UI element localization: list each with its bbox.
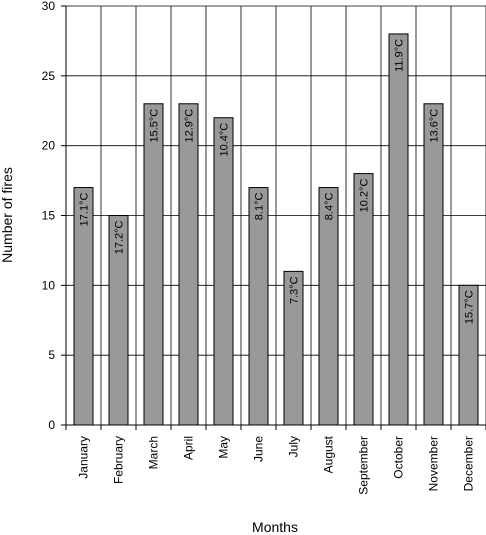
bar	[423, 103, 444, 426]
data-labels: 17.1°C 17.2°C 15.5°C 12.9°C 10.4°C 8.1°C 7.3°C…	[79, 39, 476, 324]
gridlines	[66, 5, 486, 425]
y-tick-label: 20	[42, 139, 56, 153]
y-tick-label: 10	[42, 278, 56, 292]
data-label: 8.1°C	[254, 193, 266, 221]
x-tick-label: June	[252, 436, 266, 462]
y-axis-title: Number of fires	[0, 167, 15, 263]
data-label: 15.5°C	[149, 109, 161, 143]
x-tick-label: December	[462, 436, 476, 491]
y-tick-label: 30	[42, 0, 56, 13]
bar	[143, 103, 164, 426]
y-tick-label: 5	[48, 348, 55, 362]
data-label: 17.2°C	[114, 220, 126, 254]
x-tick-label: October	[392, 436, 406, 479]
x-tick-label: May	[217, 436, 231, 459]
x-tick-label: January	[77, 436, 91, 479]
bar	[213, 117, 234, 426]
x-tick-label: March	[147, 436, 161, 469]
bar	[248, 187, 269, 426]
data-label: 10.4°C	[219, 123, 231, 157]
x-tick-label: July	[287, 436, 301, 457]
data-label: 10.2°C	[359, 179, 371, 213]
x-tick-label: September	[357, 436, 371, 495]
x-tick-label: April	[182, 436, 196, 460]
x-tick-labels: January February March April May June July Augu…	[77, 435, 476, 494]
x-axis-title: Months	[252, 519, 298, 535]
bar	[388, 33, 409, 426]
data-label: 17.1°C	[79, 193, 91, 227]
data-label: 11.9°C	[394, 39, 406, 72]
data-label: 8.4°C	[324, 193, 336, 221]
y-tick-label: 25	[42, 69, 56, 83]
y-tick-label: 0	[48, 418, 55, 432]
data-label: 12.9°C	[184, 109, 196, 143]
y-tick-labels: 0 5 10 15 20 25 30	[42, 0, 56, 432]
x-tick-label: February	[112, 436, 126, 484]
data-label: 13.6°C	[429, 109, 441, 143]
x-tick-label: August	[322, 435, 336, 473]
y-tick-label: 15	[42, 209, 56, 223]
bar	[178, 103, 199, 426]
data-label: 7.3°C	[289, 276, 301, 304]
x-tick-label: November	[427, 436, 441, 491]
data-label: 15.7°C	[464, 290, 476, 324]
axes	[61, 5, 486, 430]
bar	[318, 187, 339, 426]
